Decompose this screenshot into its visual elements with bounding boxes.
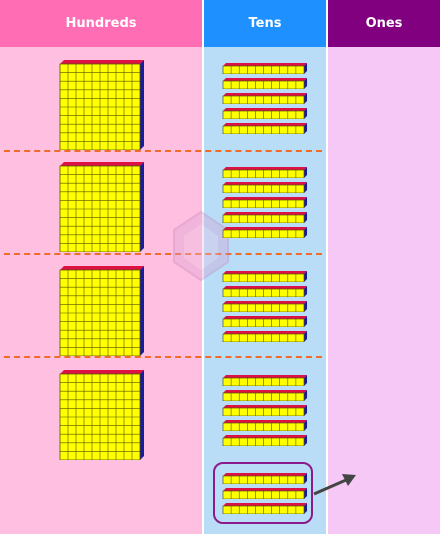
- ones-header: Ones: [328, 0, 440, 47]
- tens-rod-block: [222, 167, 307, 178]
- tens-rod-block: [222, 78, 307, 89]
- tens-rod-block: [222, 375, 307, 386]
- tens-rod-block: [222, 286, 307, 297]
- tens-rod-block: [222, 93, 307, 104]
- hundreds-header: Hundreds: [0, 0, 202, 47]
- regroup-highlight: [213, 462, 313, 524]
- ones-column: [328, 0, 440, 534]
- tens-rod-block: [222, 301, 307, 312]
- tens-header: Tens: [204, 0, 326, 47]
- regroup-tens-rod-block: [222, 473, 307, 484]
- hundreds-flat-block: [59, 370, 144, 460]
- tens-rod-block: [222, 182, 307, 193]
- tens-rod-block: [222, 405, 307, 416]
- tens-rod-block: [222, 108, 307, 119]
- tens-rod-block: [222, 212, 307, 223]
- tens-rod-block: [222, 331, 307, 342]
- hundreds-flat-block: [59, 266, 144, 356]
- tens-rod-block: [222, 390, 307, 401]
- tens-rod-block: [222, 197, 307, 208]
- tens-rod-block: [222, 420, 307, 431]
- regroup-tens-rod-block: [222, 503, 307, 514]
- tens-rod-block: [222, 271, 307, 282]
- hundreds-flat-block: [59, 162, 144, 252]
- tens-rod-block: [222, 63, 307, 74]
- tens-rod-block: [222, 227, 307, 238]
- regroup-tens-rod-block: [222, 488, 307, 499]
- hundreds-flat-block: [59, 60, 144, 150]
- watermark-logo: [173, 210, 229, 282]
- row-divider: [4, 356, 322, 358]
- tens-rod-block: [222, 123, 307, 134]
- move-arrow-icon: [313, 474, 356, 496]
- row-divider: [4, 253, 322, 255]
- tens-rod-block: [222, 316, 307, 327]
- tens-rod-block: [222, 435, 307, 446]
- row-divider: [4, 150, 322, 152]
